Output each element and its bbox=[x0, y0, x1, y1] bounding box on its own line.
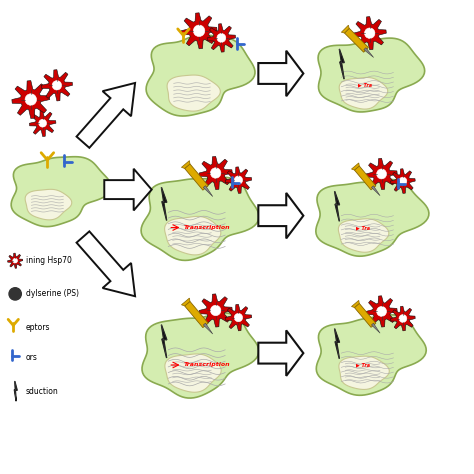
Circle shape bbox=[210, 168, 221, 178]
Polygon shape bbox=[366, 158, 397, 190]
Polygon shape bbox=[225, 304, 252, 331]
Polygon shape bbox=[318, 38, 425, 112]
Polygon shape bbox=[341, 25, 349, 33]
Polygon shape bbox=[41, 70, 73, 101]
Polygon shape bbox=[29, 110, 56, 137]
Text: ining Hsp70: ining Hsp70 bbox=[26, 256, 72, 265]
Polygon shape bbox=[352, 163, 359, 170]
Circle shape bbox=[193, 25, 205, 36]
Text: dylserine (PS): dylserine (PS) bbox=[26, 290, 79, 298]
Polygon shape bbox=[339, 356, 389, 390]
Polygon shape bbox=[355, 166, 376, 190]
Circle shape bbox=[13, 258, 18, 263]
Polygon shape bbox=[11, 157, 111, 227]
Polygon shape bbox=[372, 323, 380, 333]
Polygon shape bbox=[164, 217, 221, 255]
Polygon shape bbox=[345, 28, 368, 52]
Polygon shape bbox=[225, 167, 252, 193]
Text: sduction: sduction bbox=[26, 387, 59, 395]
Circle shape bbox=[52, 81, 62, 90]
Polygon shape bbox=[355, 303, 376, 328]
Polygon shape bbox=[161, 325, 167, 358]
Polygon shape bbox=[372, 186, 380, 196]
Polygon shape bbox=[161, 187, 167, 220]
Polygon shape bbox=[14, 381, 17, 401]
Polygon shape bbox=[339, 77, 388, 109]
Text: ▶ Tra: ▶ Tra bbox=[356, 225, 370, 230]
Polygon shape bbox=[199, 156, 232, 190]
Polygon shape bbox=[353, 17, 386, 50]
Polygon shape bbox=[142, 313, 259, 398]
Text: Transcription: Transcription bbox=[183, 225, 230, 230]
Polygon shape bbox=[104, 169, 152, 210]
Polygon shape bbox=[258, 193, 303, 238]
Polygon shape bbox=[338, 219, 389, 252]
Circle shape bbox=[39, 119, 46, 127]
Polygon shape bbox=[339, 49, 344, 79]
Polygon shape bbox=[8, 253, 23, 268]
Circle shape bbox=[399, 315, 407, 322]
Polygon shape bbox=[185, 301, 208, 328]
Text: Transcription: Transcription bbox=[183, 363, 230, 367]
Polygon shape bbox=[185, 164, 208, 190]
Polygon shape bbox=[25, 189, 72, 220]
Text: ▶ Tra: ▶ Tra bbox=[358, 83, 372, 88]
Polygon shape bbox=[316, 315, 426, 395]
Polygon shape bbox=[146, 35, 255, 116]
Polygon shape bbox=[203, 186, 213, 197]
Text: ors: ors bbox=[26, 354, 38, 362]
Polygon shape bbox=[76, 231, 135, 296]
Polygon shape bbox=[352, 301, 359, 308]
Polygon shape bbox=[258, 330, 303, 376]
Circle shape bbox=[9, 288, 21, 300]
Polygon shape bbox=[182, 298, 190, 306]
Polygon shape bbox=[181, 13, 217, 49]
Polygon shape bbox=[391, 169, 415, 193]
Polygon shape bbox=[335, 328, 339, 359]
Polygon shape bbox=[391, 306, 415, 331]
Circle shape bbox=[399, 177, 407, 185]
Polygon shape bbox=[76, 83, 135, 148]
Polygon shape bbox=[258, 51, 303, 96]
Circle shape bbox=[377, 307, 386, 316]
Polygon shape bbox=[207, 24, 236, 52]
Polygon shape bbox=[12, 81, 50, 118]
Polygon shape bbox=[182, 161, 190, 168]
Circle shape bbox=[210, 305, 221, 316]
Circle shape bbox=[25, 94, 36, 105]
Polygon shape bbox=[316, 180, 429, 256]
Polygon shape bbox=[165, 354, 221, 392]
Circle shape bbox=[234, 313, 243, 322]
Circle shape bbox=[377, 169, 386, 179]
Polygon shape bbox=[203, 323, 213, 334]
Polygon shape bbox=[366, 296, 397, 327]
Circle shape bbox=[217, 34, 226, 42]
Text: ▶ Tra: ▶ Tra bbox=[356, 363, 370, 367]
Polygon shape bbox=[199, 294, 232, 327]
Text: eptors: eptors bbox=[26, 323, 51, 331]
Circle shape bbox=[234, 176, 243, 184]
Polygon shape bbox=[364, 48, 374, 57]
Polygon shape bbox=[167, 75, 220, 111]
Polygon shape bbox=[141, 177, 259, 260]
Polygon shape bbox=[335, 191, 339, 221]
Circle shape bbox=[365, 28, 375, 38]
